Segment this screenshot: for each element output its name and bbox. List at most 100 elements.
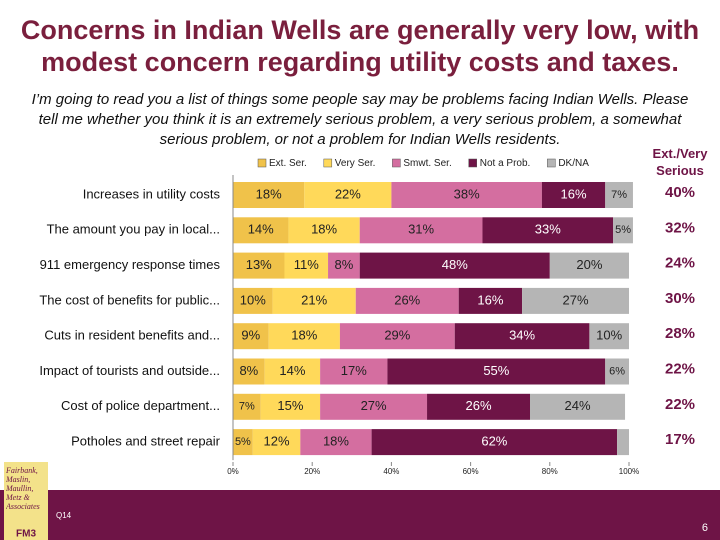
bar-segment [233, 393, 261, 420]
data-label: 34% [509, 328, 535, 343]
data-label: 38% [454, 186, 480, 201]
data-label: 8% [239, 363, 258, 378]
data-label: 18% [256, 186, 282, 201]
bar-segment [482, 217, 614, 244]
logo-abbr: FM3 [16, 529, 36, 540]
question-label: Q14 [56, 511, 72, 520]
bar-segment [272, 287, 356, 314]
extra-column-title: Ext./Very Serious [653, 146, 709, 178]
data-label: 48% [442, 257, 468, 272]
bar-segment [359, 217, 483, 244]
bar-segment [268, 323, 340, 350]
legend-swatch [392, 158, 401, 168]
title: Concerns in Indian Wells are generally v… [20, 15, 700, 77]
legend-swatch [257, 158, 267, 168]
extra-value: 22% [665, 396, 695, 413]
data-label: 13% [246, 257, 272, 272]
data-label: 29% [384, 328, 410, 343]
data-label: 7% [239, 401, 255, 413]
bar-segment [320, 393, 428, 420]
category-label: Cuts in resident benefits and... [44, 328, 220, 343]
data-label: 16% [477, 292, 503, 307]
bar-segment [328, 252, 360, 279]
data-label: 27% [361, 398, 387, 413]
data-label: 11% [294, 257, 319, 272]
data-label: 26% [394, 292, 420, 307]
category-label: Potholes and street repair [71, 434, 221, 449]
data-label: 7% [611, 189, 627, 201]
bar-segment [589, 323, 629, 350]
bar-segment [613, 217, 633, 244]
data-label: 5% [235, 436, 251, 448]
data-label: 33% [535, 222, 561, 237]
logo-text-box: Fairbank, Maslin, Maullin, Metz & Associ… [6, 466, 40, 511]
bar-segment [288, 217, 360, 244]
bar-segment [541, 182, 606, 208]
bar-segment [454, 323, 590, 350]
legend-swatch [547, 158, 556, 168]
data-label: 10% [596, 328, 622, 343]
data-label: 55% [483, 363, 509, 378]
extra-value: 40% [665, 184, 695, 201]
bar-segment [233, 287, 273, 314]
bar-segment [371, 429, 618, 456]
data-label: 14% [279, 363, 305, 378]
bar-segment [233, 429, 253, 456]
subtitle: I’m going to read you a list of things s… [31, 91, 689, 148]
category-label: The amount you pay in local... [47, 222, 220, 237]
bar-segment [300, 429, 372, 456]
data-label: 15% [277, 398, 303, 413]
data-label: 24% [565, 398, 591, 413]
data-label: 10% [240, 292, 266, 307]
data-label: 31% [408, 222, 434, 237]
data-label: 9% [241, 328, 260, 343]
logo [4, 462, 48, 540]
category-label: Impact of tourists and outside... [39, 363, 220, 378]
bar-segment [260, 393, 321, 420]
extra-value: 22% [665, 360, 695, 377]
bar-segment [522, 287, 629, 314]
extra-value: 32% [665, 219, 695, 236]
bar-segment [427, 393, 530, 420]
legend-label: Very Ser. [335, 158, 376, 169]
legend-label: Smwt. Ser. [403, 158, 451, 169]
bar-segment [359, 252, 550, 279]
bar-segment [233, 323, 269, 350]
bar-segment [339, 323, 455, 350]
legend-label: Ext. Ser. [269, 158, 307, 169]
bar-segment [304, 182, 392, 208]
x-tick-label: 100% [619, 467, 639, 476]
bar-segment [233, 182, 305, 208]
bar-segment [391, 182, 542, 208]
data-label: 16% [561, 186, 587, 201]
bar-segment [233, 358, 265, 385]
x-tick-label: 0% [227, 467, 239, 476]
bar-segment [387, 358, 606, 385]
page-number: 6 [702, 522, 708, 534]
legend-swatch [323, 158, 333, 168]
data-label: 12% [264, 434, 290, 449]
data-label: 20% [576, 257, 602, 272]
legend-label: Not a Prob. [480, 158, 531, 169]
x-tick-label: 40% [383, 467, 399, 476]
bar-segment [530, 393, 626, 420]
extra-value: 30% [665, 290, 695, 307]
extra-value: 17% [665, 431, 695, 448]
footer-band [0, 490, 720, 540]
bar-segment [233, 252, 285, 279]
data-label: 5% [615, 224, 631, 236]
legend-swatch [468, 158, 477, 168]
bar-segment [355, 287, 459, 314]
bar-segment [458, 287, 523, 314]
bar-segment [264, 358, 321, 385]
category-label: 911 emergency response times [40, 257, 221, 272]
x-tick-label: 80% [542, 467, 558, 476]
data-label: 18% [311, 222, 337, 237]
data-label: 26% [466, 398, 492, 413]
bar-segment [320, 358, 388, 385]
bar-segment [284, 252, 329, 279]
data-label: 17% [341, 363, 367, 378]
category-label: Cost of police department... [61, 398, 220, 413]
extra-value: 28% [665, 325, 695, 342]
